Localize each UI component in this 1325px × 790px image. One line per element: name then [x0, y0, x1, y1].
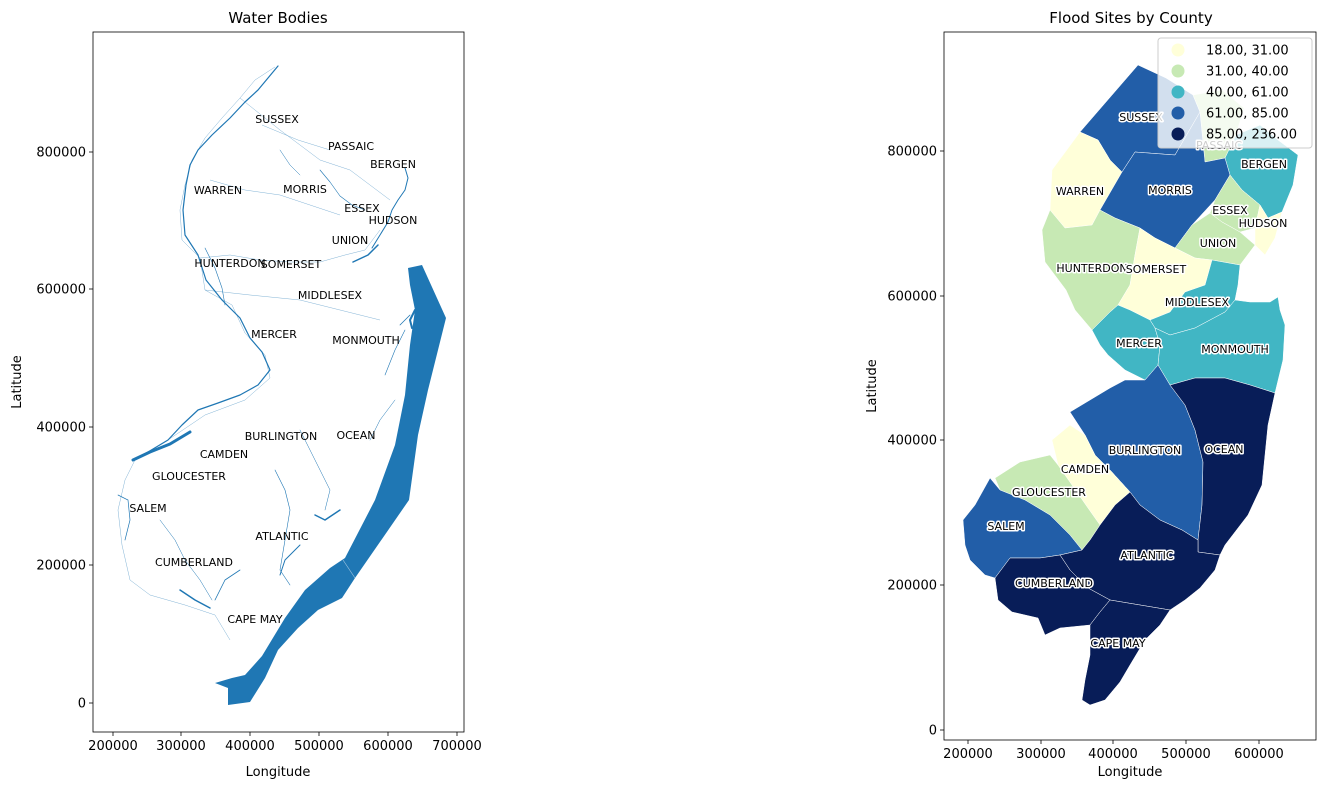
legend-entry-label: 40.00, 61.00	[1206, 86, 1289, 101]
county-label: OCEAN	[1204, 443, 1243, 456]
county-label: GLOUCESTER	[152, 470, 226, 483]
county-label: ESSEX	[344, 202, 380, 215]
county-label: SUSSEX	[1119, 111, 1163, 124]
x-tick-label: 400000	[225, 739, 275, 754]
x-axis-ticks: 200000 300000 400000 500000 600000	[943, 740, 1284, 762]
county-label: SALEM	[987, 520, 1024, 533]
legend-swatch	[1171, 106, 1185, 120]
county-label: SOMERSET	[1126, 263, 1187, 276]
panel-title: Flood Sites by County	[1049, 9, 1213, 27]
y-axis-ticks: 0 200000 400000 600000 800000	[887, 145, 944, 739]
county-ocean	[1169, 377, 1276, 556]
county-label: BURLINGTON	[1109, 444, 1182, 457]
county-label: PASSAIC	[328, 140, 374, 153]
panel-title: Water Bodies	[228, 9, 327, 27]
county-label: CUMBERLAND	[155, 556, 233, 569]
legend-entry-label: 85.00, 236.00	[1206, 128, 1297, 143]
county-label: WARREN	[1056, 185, 1104, 198]
county-label: HUNTERDON	[194, 257, 265, 270]
county-label: CAPE MAY	[1090, 637, 1145, 650]
legend-swatch	[1171, 85, 1185, 99]
county-label: ATLANTIC	[1120, 549, 1173, 562]
axes-frame	[943, 31, 1317, 741]
legend-entry-label: 31.00, 40.00	[1206, 65, 1289, 80]
county-label: MORRIS	[283, 183, 327, 196]
x-tick-label: 400000	[1088, 747, 1138, 762]
y-tick-label: 800000	[887, 145, 937, 160]
county-label: BERGEN	[1241, 158, 1287, 171]
y-axis-ticks: 0 200000 400000 600000 800000	[36, 146, 93, 712]
county-label: GLOUCESTER	[1012, 486, 1086, 499]
county-label: SOMERSET	[261, 258, 322, 271]
x-tick-label: 200000	[943, 747, 993, 762]
water-bodies-panel: Water Bodies	[10, 9, 482, 780]
state-outline	[117, 66, 391, 641]
rivers	[117, 65, 416, 609]
county-label: SUSSEX	[255, 113, 299, 126]
county-label: BURLINGTON	[245, 430, 318, 443]
y-tick-label: 400000	[887, 434, 937, 449]
county-label: ESSEX	[1212, 204, 1248, 217]
x-tick-label: 300000	[156, 739, 206, 754]
county-label: HUNTERDON	[1056, 262, 1127, 275]
county-label: SALEM	[129, 502, 166, 515]
x-axis-label: Longitude	[246, 765, 311, 780]
legend-swatch	[1171, 127, 1185, 141]
legend-entry-label: 61.00, 85.00	[1206, 107, 1289, 122]
county-label: MIDDLESEX	[298, 289, 363, 302]
left-county-labels: SUSSEX PASSAIC BERGEN WARREN MORRIS ESSEXHUDS…	[129, 113, 417, 626]
legend-entry-label: 18.00, 31.00	[1206, 44, 1289, 59]
atlantic-ocean-band	[215, 265, 446, 705]
x-axis-ticks: 200000 300000 400000 500000 600000 700000	[88, 732, 482, 754]
y-axis-label: Latitude	[10, 355, 25, 409]
legend: 18.00, 31.00 31.00, 40.00 40.00, 61.00 61.0…	[1157, 37, 1313, 149]
y-tick-label: 800000	[36, 146, 86, 161]
x-tick-label: 600000	[363, 739, 413, 754]
county-cape-may	[1081, 599, 1171, 706]
legend-swatch	[1171, 43, 1185, 57]
county-label: ATLANTIC	[255, 530, 308, 543]
y-axis-label: Latitude	[865, 359, 880, 413]
x-tick-label: 500000	[294, 739, 344, 754]
axes-frame	[92, 31, 465, 733]
x-axis-label: Longitude	[1098, 765, 1163, 780]
x-tick-label: 500000	[1161, 747, 1211, 762]
county-label: HUDSON	[1239, 217, 1288, 230]
county-hudson	[1254, 204, 1283, 256]
y-tick-label: 400000	[36, 421, 86, 436]
county-label: UNION	[332, 234, 368, 247]
y-tick-label: 0	[78, 697, 86, 712]
county-label: CAMDEN	[1061, 463, 1109, 476]
county-label: OCEAN	[336, 429, 375, 442]
x-tick-label: 600000	[1234, 747, 1284, 762]
ocean-seam	[342, 559, 356, 579]
y-tick-label: 600000	[887, 290, 937, 305]
right-county-labels: SUSSEXPASSAICBERGENWARRENMORRISESSEXHUDS…	[986, 110, 1289, 652]
county-label: CAPE MAY	[227, 613, 282, 626]
x-tick-label: 700000	[432, 739, 482, 754]
y-tick-label: 200000	[887, 579, 937, 594]
county-label: UNION	[1200, 237, 1236, 250]
y-tick-label: 0	[929, 724, 937, 739]
y-tick-label: 200000	[36, 559, 86, 574]
x-tick-label: 300000	[1016, 747, 1066, 762]
county-label: CUMBERLAND	[1015, 577, 1093, 590]
county-label: MIDDLESEX	[1165, 296, 1230, 309]
county-label: MONMOUTH	[1201, 343, 1269, 356]
county-label: BERGEN	[370, 158, 416, 171]
county-label: CAMDEN	[200, 448, 248, 461]
legend-swatch	[1171, 64, 1185, 78]
x-tick-label: 200000	[88, 739, 138, 754]
y-tick-label: 600000	[36, 283, 86, 298]
county-label: WARREN	[194, 184, 242, 197]
county-label: MERCER	[1116, 337, 1162, 350]
county-label: MONMOUTH	[332, 334, 400, 347]
legend-box	[1157, 37, 1313, 149]
county-label: HUDSON	[369, 214, 418, 227]
county-label: MORRIS	[1148, 184, 1192, 197]
county-label: MERCER	[251, 328, 297, 341]
